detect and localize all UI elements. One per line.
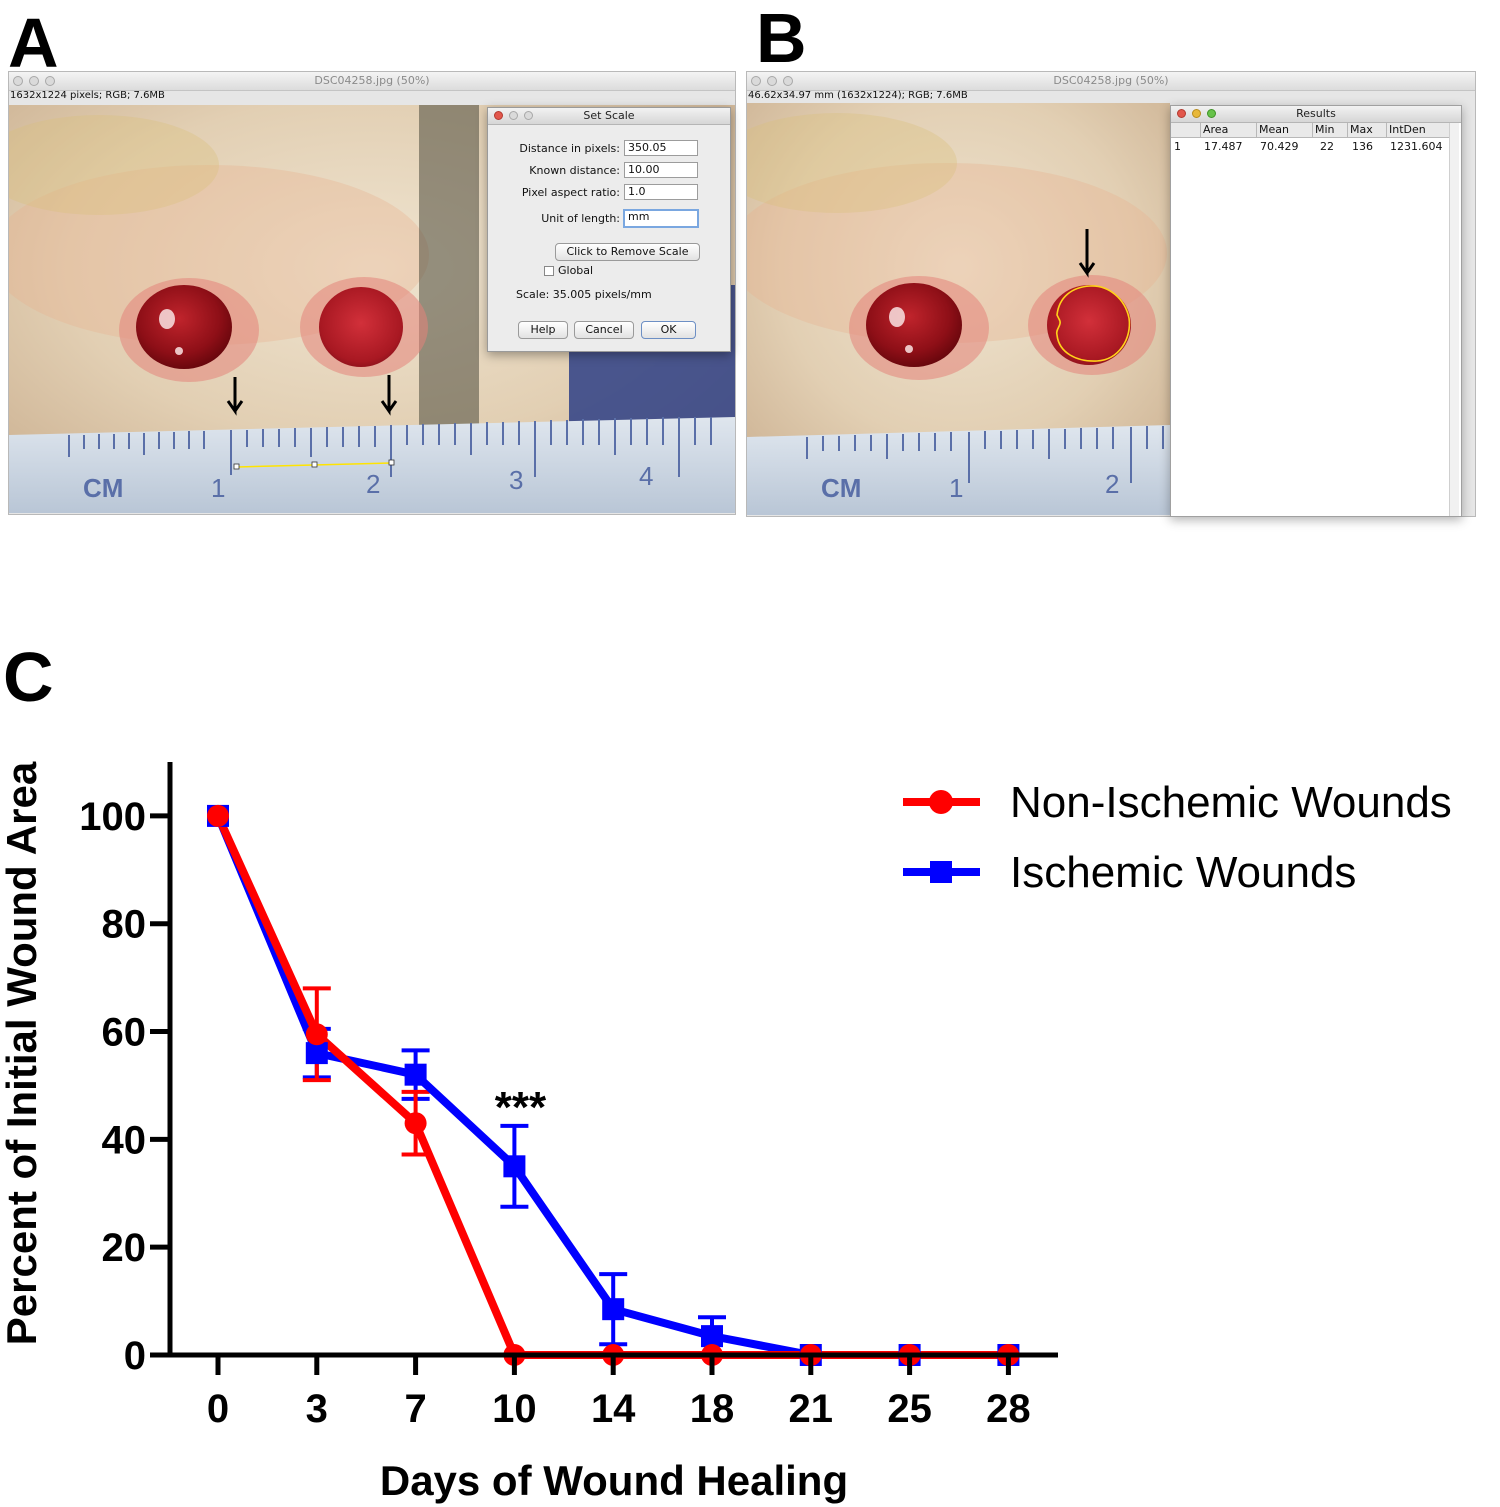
image-window-b: DSC04258.jpg (50%) 46.62x34.97 mm (1632x… <box>746 71 1476 517</box>
x-tick-label: 3 <box>306 1387 328 1431</box>
non-ischemic-wounds-point <box>404 1112 427 1135</box>
table-cell: 22 <box>1320 140 1334 153</box>
scale-readout: Scale: 35.005 pixels/mm <box>516 288 652 301</box>
unit-label: Unit of length: <box>541 212 620 225</box>
panel-b-label: B <box>756 0 807 77</box>
non-ischemic-wounds-point <box>305 1023 328 1046</box>
non-ischemic-wounds-point <box>207 804 229 827</box>
y-tick-label: 40 <box>102 1118 147 1162</box>
global-checkbox[interactable] <box>544 266 554 276</box>
known-distance-label: Known distance: <box>529 164 620 177</box>
window-title: DSC04258.jpg (50%) <box>314 74 430 87</box>
zoom-icon[interactable] <box>45 76 55 86</box>
distance-label: Distance in pixels: <box>519 142 620 155</box>
significance-annotation: *** <box>495 1083 547 1132</box>
table-cell: 1231.604 <box>1390 140 1443 153</box>
close-icon[interactable] <box>494 111 503 120</box>
aspect-ratio-label: Pixel aspect ratio: <box>521 186 620 199</box>
dialog-titlebar[interactable]: Set Scale <box>488 108 730 125</box>
table-header-index <box>1171 123 1201 138</box>
y-tick-label: 80 <box>102 903 147 947</box>
remove-scale-button[interactable]: Click to Remove Scale <box>555 243 700 261</box>
distance-input[interactable]: 350.05 <box>624 140 698 156</box>
legend-non-ischemic-wounds-label: Non-Ischemic Wounds <box>1010 778 1452 827</box>
zoom-icon[interactable] <box>1207 109 1216 118</box>
known-distance-input[interactable]: 10.00 <box>624 162 698 178</box>
table-header[interactable]: Min <box>1313 123 1348 138</box>
global-label: Global <box>558 264 594 277</box>
x-tick-label: 21 <box>789 1387 834 1431</box>
image-window-a: DSC04258.jpg (50%) 1632x1224 pixels; RGB… <box>8 71 736 515</box>
close-icon[interactable] <box>13 76 23 86</box>
cancel-button[interactable]: Cancel <box>574 321 634 339</box>
y-tick-label: 100 <box>79 795 146 839</box>
ruler-unit: CM <box>83 473 124 503</box>
wound-healing-chart: 0 20 40 60 80 100 0 3 7 10 14 18 21 25 28 Non-Ischemic… <box>0 761 1452 1504</box>
window-titlebar[interactable]: DSC04258.jpg (50%) <box>747 72 1475 91</box>
table-header[interactable]: Max <box>1348 123 1387 138</box>
minimize-icon[interactable] <box>767 76 777 86</box>
x-axis-label: Days of Wound Healing <box>380 1457 848 1504</box>
table-cell: 17.487 <box>1204 140 1243 153</box>
ischemic-wounds-point <box>503 1155 526 1178</box>
results-titlebar[interactable]: Results <box>1171 106 1461 123</box>
results-title: Results <box>1296 107 1336 120</box>
panel-c-label: C <box>3 638 54 716</box>
wound-photo-b[interactable]: CM 1 2 <box>747 103 1170 515</box>
ischemic-wounds-point <box>305 1042 328 1065</box>
ischemic-wounds-point <box>701 1325 723 1348</box>
table-header[interactable]: Mean <box>1257 123 1313 138</box>
y-tick-label: 20 <box>102 1226 147 1270</box>
close-icon[interactable] <box>1177 109 1186 118</box>
close-icon[interactable] <box>751 76 761 86</box>
ischemic-wounds-point <box>602 1298 625 1321</box>
x-tick-label: 18 <box>690 1387 735 1431</box>
legend-ischemic-wounds-marker <box>930 861 952 883</box>
image-info: 1632x1224 pixels; RGB; 7.6MB <box>10 90 165 101</box>
x-tick-label: 7 <box>404 1387 426 1431</box>
ischemic-wounds-point <box>404 1063 427 1086</box>
minimize-icon[interactable] <box>29 76 39 86</box>
ruler-unit: CM <box>821 473 862 503</box>
ruler-tick-label: 2 <box>1105 469 1120 499</box>
x-tick-label: 14 <box>591 1387 636 1431</box>
y-tick-label: 60 <box>102 1011 147 1055</box>
image-info: 46.62x34.97 mm (1632x1224); RGB; 7.6MB <box>748 90 968 101</box>
zoom-icon[interactable] <box>783 76 793 86</box>
table-cell: 136 <box>1352 140 1373 153</box>
set-scale-dialog: Set Scale Distance in pixels: 350.05 Kno… <box>487 107 731 352</box>
ruler-tick-label: 3 <box>509 465 524 495</box>
minimize-icon[interactable] <box>509 111 518 120</box>
x-tick-label: 28 <box>986 1387 1031 1431</box>
minimize-icon[interactable] <box>1192 109 1201 118</box>
window-titlebar[interactable]: DSC04258.jpg (50%) <box>9 72 735 91</box>
zoom-icon[interactable] <box>524 111 533 120</box>
results-scrollbar[interactable] <box>1449 123 1459 516</box>
results-window: Results Area Mean Min Max IntDen 1 17.48… <box>1170 105 1462 517</box>
help-button[interactable]: Help <box>518 321 568 339</box>
table-cell: 70.429 <box>1260 140 1299 153</box>
legend-ischemic-wounds-label: Ischemic Wounds <box>1010 848 1356 897</box>
window-title: DSC04258.jpg (50%) <box>1053 74 1169 87</box>
x-tick-label: 0 <box>207 1387 229 1431</box>
aspect-ratio-input[interactable]: 1.0 <box>624 184 698 200</box>
table-row-index: 1 <box>1174 140 1181 153</box>
ruler-tick-label: 1 <box>211 473 226 503</box>
legend-non-ischemic-wounds-marker <box>929 790 953 814</box>
table-header[interactable]: IntDen <box>1387 123 1451 138</box>
unit-input[interactable]: mm <box>623 209 699 228</box>
ruler-tick-label: 1 <box>949 473 964 503</box>
table-header[interactable]: Area <box>1201 123 1257 138</box>
ok-button[interactable]: OK <box>641 321 696 339</box>
y-tick-label: 0 <box>124 1334 146 1378</box>
ruler-tick-label: 2 <box>366 469 381 499</box>
x-tick-label: 25 <box>887 1387 932 1431</box>
dialog-title: Set Scale <box>583 109 635 122</box>
x-tick-label: 10 <box>492 1387 537 1431</box>
ruler-tick-label: 4 <box>639 461 654 491</box>
y-axis-label: Percent of Initial Wound Area <box>0 761 45 1345</box>
panel-a-label: A <box>8 4 59 82</box>
wound-photo-b-drawing <box>747 103 1170 515</box>
